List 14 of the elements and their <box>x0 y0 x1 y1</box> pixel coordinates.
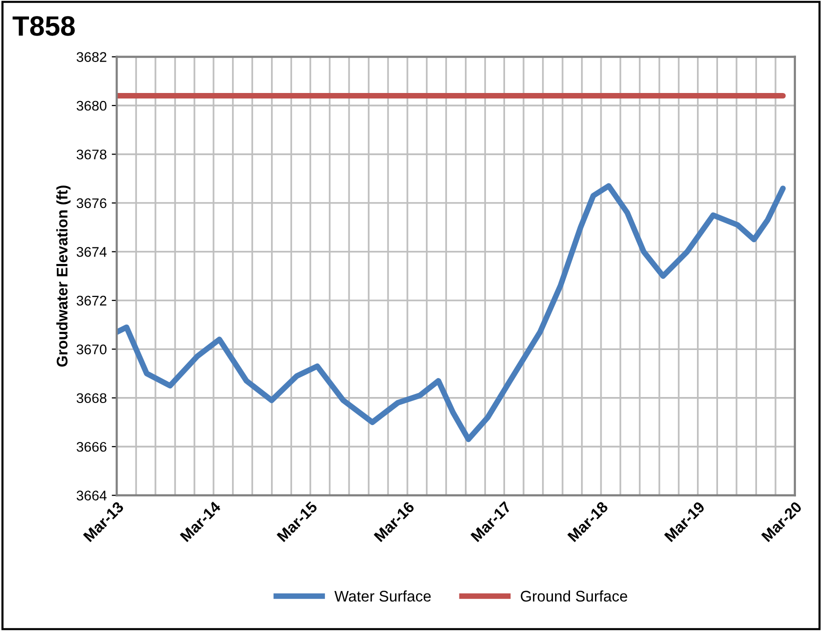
legend-label: Ground Surface <box>520 590 628 602</box>
y-tick-label: 3676 <box>76 198 106 208</box>
y-tick-label: 3680 <box>76 100 106 111</box>
y-tick-label: 3682 <box>76 52 106 62</box>
y-tick-label: 3674 <box>76 247 107 257</box>
y-tick-label: 3668 <box>76 393 106 404</box>
y-tick-label: 3666 <box>76 442 106 452</box>
legend-label: Water Surface <box>334 590 431 602</box>
y-axis-title: Groudwater Elevation (ft) <box>56 186 71 367</box>
y-tick-label: 3670 <box>76 344 106 354</box>
chart-title: T858 <box>12 16 75 36</box>
y-tick-label: 3678 <box>76 150 106 160</box>
y-tick-label: 3672 <box>76 296 106 306</box>
y-tick-label: 3664 <box>76 490 107 501</box>
